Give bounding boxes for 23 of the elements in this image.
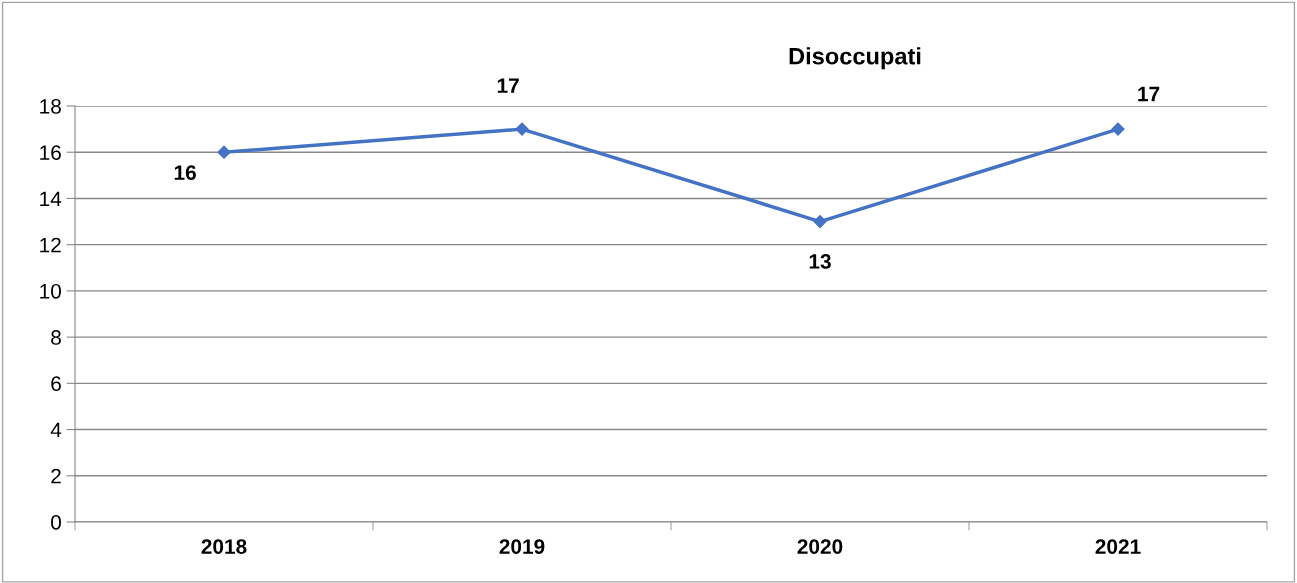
y-tick-label: 8 [51,330,61,345]
x-tick-label: 2018 [201,539,247,554]
y-tick-label: 16 [40,145,61,160]
point [1111,122,1125,136]
y-tick-label: 6 [51,376,61,392]
data-label: 13 [809,254,831,269]
y-tick-label: 14 [40,191,62,206]
x-tick-label: 2021 [1095,539,1141,554]
point [813,214,827,229]
point [515,122,529,136]
point [217,145,231,159]
x-tick-label: 2020 [797,539,843,554]
data-label: 17 [1138,86,1160,102]
y-tick-label: 10 [40,283,61,299]
y-tick-label: 4 [50,422,62,438]
chart-title: Disoccupati [789,47,921,70]
data-label: 17 [497,78,519,93]
y-tick-label: 0 [51,515,61,530]
y-tick-label: 12 [40,237,61,253]
data-label: 16 [174,165,196,181]
y-tick-label: 2 [51,468,61,484]
x-tick-label: 2019 [499,539,545,554]
y-tick-label: 18 [40,99,61,114]
